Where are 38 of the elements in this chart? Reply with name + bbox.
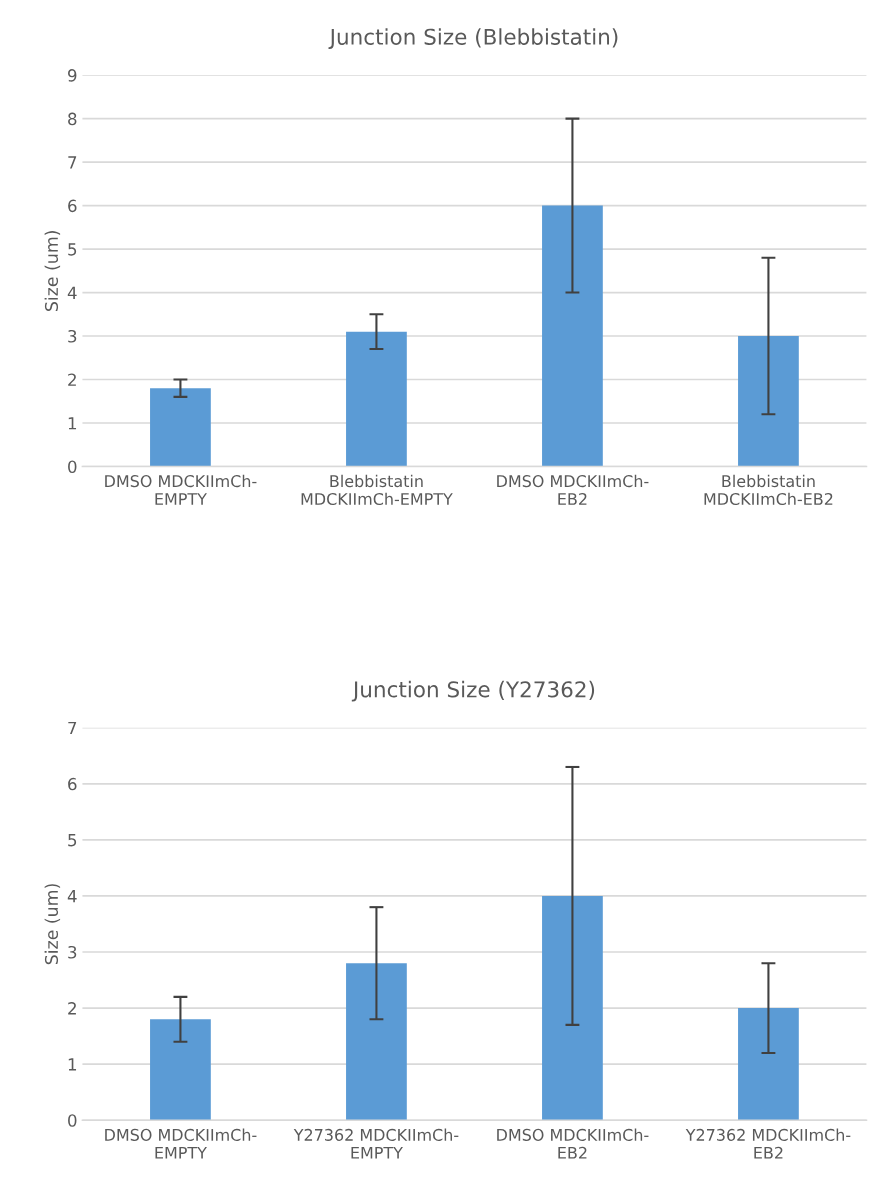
y-tick-label: 0 — [68, 1114, 77, 1127]
y-tick-label: 4 — [67, 890, 77, 903]
y-tick-label: 3 — [68, 945, 77, 959]
y-tick-label: 0 — [68, 460, 77, 474]
bar — [542, 895, 603, 1121]
y-tick-label: 6 — [68, 777, 77, 791]
y-tick-label: 2 — [68, 1002, 76, 1015]
bar — [738, 336, 799, 467]
y-tick-label: 7 — [68, 156, 77, 169]
x-tick-label: Blebbistatin MDCKIImCh-EB2 — [704, 474, 833, 506]
y-tick-label: 6 — [68, 199, 77, 213]
y-tick-label: 9 — [68, 69, 77, 82]
y-axis-title: Size (um) — [44, 230, 61, 311]
x-tick-label: DMSO MDCKIImCh- EB2 — [497, 474, 649, 505]
y-tick-label: 1 — [68, 417, 77, 430]
y-tick-label: 2 — [68, 373, 76, 386]
y-axis-title: Size (um) — [44, 884, 61, 965]
y-tick-label: 5 — [68, 834, 77, 847]
y-tick-label: 8 — [68, 112, 77, 126]
bar — [150, 1019, 211, 1121]
x-tick-label: Blebbistatin MDCKIImCh-EMPTY — [301, 474, 453, 506]
bar — [150, 388, 211, 467]
bar — [738, 1008, 799, 1121]
y-tick-label: 1 — [68, 1058, 77, 1071]
x-tick-label: DMSO MDCKIImCh- EMPTY — [105, 1128, 257, 1159]
x-tick-label: Y27362 MDCKIImCh- EMPTY — [293, 1128, 459, 1159]
x-tick-label: DMSO MDCKIImCh- EMPTY — [105, 474, 257, 505]
bar — [346, 331, 407, 467]
x-tick-label: DMSO MDCKIImCh- EB2 — [497, 1128, 649, 1159]
chart-title: Junction Size (Y27362) — [351, 680, 595, 702]
x-tick-label: Y27362 MDCKIImCh- EB2 — [685, 1128, 851, 1159]
y-tick-label: 5 — [68, 243, 77, 256]
y-tick-label: 7 — [68, 721, 77, 735]
chart-title: Junction Size (Blebbistatin) — [328, 28, 618, 49]
y-tick-label: 3 — [68, 329, 77, 343]
bar — [346, 963, 407, 1121]
bar — [542, 205, 603, 467]
y-tick-label: 4 — [67, 286, 77, 299]
